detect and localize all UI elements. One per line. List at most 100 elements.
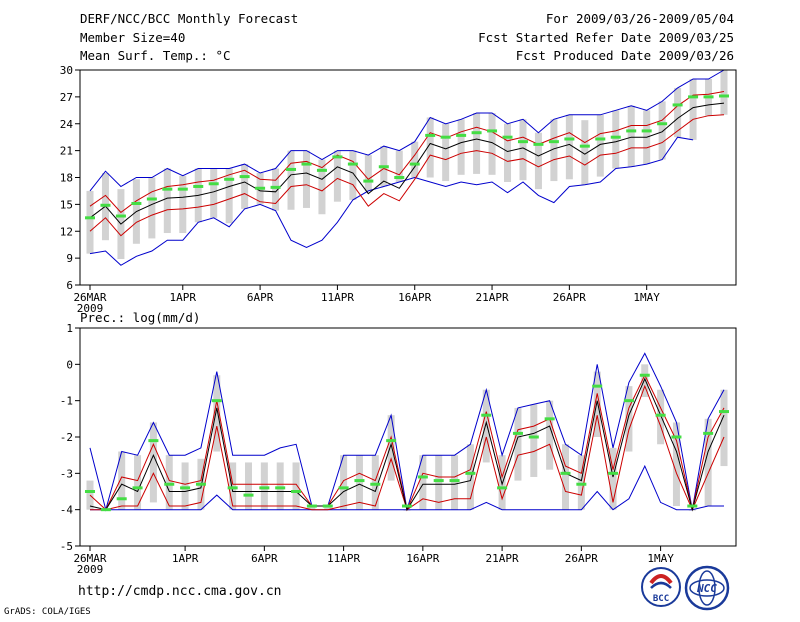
prec-observed-point [338, 486, 349, 490]
temp-spread-box [674, 87, 682, 138]
prec-spread-box [149, 422, 157, 503]
bcc-logo-arc [649, 574, 673, 585]
temp-y-tick-label: 18 [60, 172, 73, 185]
temp-observed-point [239, 175, 250, 179]
temp-spread-box [565, 114, 573, 180]
temp-spread-box [596, 114, 604, 177]
temp-mean-line [89, 102, 725, 225]
prec-spread-box [276, 462, 284, 510]
prec-observed-point [497, 486, 508, 490]
prec-spread-box [371, 455, 379, 510]
prec-observed-point [592, 384, 603, 388]
prec-observed-point [639, 373, 650, 377]
temp-observed-point [672, 103, 683, 107]
temp-observed-point [286, 167, 297, 171]
temp-observed-point [193, 184, 204, 188]
temp-spread-box [658, 101, 666, 160]
prec-spread-box [165, 455, 173, 510]
temp-observed-point [409, 162, 420, 166]
bcc-logo-ring [641, 567, 681, 607]
prec-year-label: 2009 [77, 563, 104, 576]
prec-observed-point [306, 504, 317, 508]
prec-observed-point [370, 482, 381, 486]
temp-spread-box [318, 159, 326, 215]
prec-spread-box [134, 455, 142, 510]
temp-spread-box [473, 113, 481, 174]
temp-observed-point [471, 131, 482, 135]
temp-observed-point [394, 176, 405, 179]
prec-panel-title: Prec.: log(mm/d) [80, 310, 200, 325]
prec-observed-point [608, 471, 619, 475]
temp-spread-box [163, 168, 171, 234]
prec-spread-box [324, 506, 332, 510]
temp-observed-point [641, 129, 652, 133]
temp-spread-box [364, 155, 372, 191]
bcc-logo: BCC [641, 567, 681, 607]
prec-spread-box [466, 444, 474, 510]
prec-x-tick-label: 11APR [327, 552, 360, 565]
temp-spread-box [148, 177, 156, 239]
temp-max-line [89, 69, 725, 192]
prec-y-tick-label: -2 [60, 431, 73, 444]
source-url[interactable]: http://cmdp.ncc.cma.gov.cn [78, 584, 282, 599]
temp-observed-point [131, 201, 142, 205]
prec-observed-point [433, 479, 444, 483]
prec-spread-box [641, 364, 649, 398]
prec-observed-point [687, 504, 698, 508]
prec-spread-box [593, 371, 601, 437]
temp-spread-box [411, 141, 419, 178]
grads-credit: GrADS: COLA/IGES [4, 607, 91, 617]
temp-observed-point [719, 94, 729, 98]
prec-observed-point [195, 482, 206, 486]
temp-x-tick-label: 16APR [398, 291, 431, 304]
temp-spread-box [179, 175, 187, 234]
prec-spread-box [435, 455, 443, 510]
temp-spread-box [86, 190, 94, 254]
temp-observed-point [502, 135, 513, 139]
temp-observed-point [316, 168, 327, 172]
ncc-logo-meridian [698, 570, 716, 606]
temp-y-tick-label: 15 [60, 198, 73, 211]
prec-spread-box [720, 389, 728, 467]
temp-spread-box [225, 168, 233, 224]
prec-spread-box [340, 455, 348, 510]
prec-y-tick-label: -3 [60, 467, 73, 480]
temp-observed-point [177, 187, 188, 191]
prec-observed-point [560, 471, 571, 475]
bcc-logo-text: BCC [653, 594, 669, 604]
temp-observed-point [487, 129, 498, 133]
temp-observed-point [270, 185, 281, 189]
precipitation-frame [79, 327, 737, 547]
temp-year-label: 2009 [77, 302, 104, 315]
temp-y-tick-label: 6 [66, 279, 73, 292]
forecast-period: For 2009/03/26-2009/05/04 [546, 11, 734, 26]
prec-observed-point [275, 486, 286, 490]
temp-spread-box [287, 150, 295, 210]
prec-observed-point [180, 486, 191, 490]
prec-spread-box [260, 462, 268, 510]
prec-observed-point [655, 413, 666, 417]
prec-spread-box [672, 422, 680, 507]
prec-observed-markers [85, 373, 729, 512]
temp-observed-point [146, 197, 157, 201]
prec-spread-box [229, 462, 237, 510]
prec-y-tick-label: -1 [60, 395, 73, 408]
temp-spread-box [457, 119, 465, 175]
temp-spread-box [488, 113, 496, 175]
temp-spread-box [210, 168, 218, 218]
temp-observed-point [347, 162, 358, 166]
temp-spread-box [395, 150, 403, 182]
prec-observed-point [402, 504, 412, 508]
temp-spread-box [426, 117, 434, 178]
temp-x-tick-label: 1APR [170, 291, 197, 304]
prec-spread-box [577, 455, 585, 510]
prec-observed-point [259, 486, 270, 490]
temp-spread-box [241, 164, 249, 209]
temperature-panel: 6 9 12 15 18 21 24 27 30 26MAR 1APR 6APR 11APR 16APR 2… [60, 64, 737, 315]
prec-spread-box [530, 404, 538, 477]
prec-spread-box [292, 462, 300, 510]
prec-spread-box [546, 400, 554, 470]
ncc-logo-ring [684, 565, 730, 611]
prec-observed-point [354, 479, 365, 483]
